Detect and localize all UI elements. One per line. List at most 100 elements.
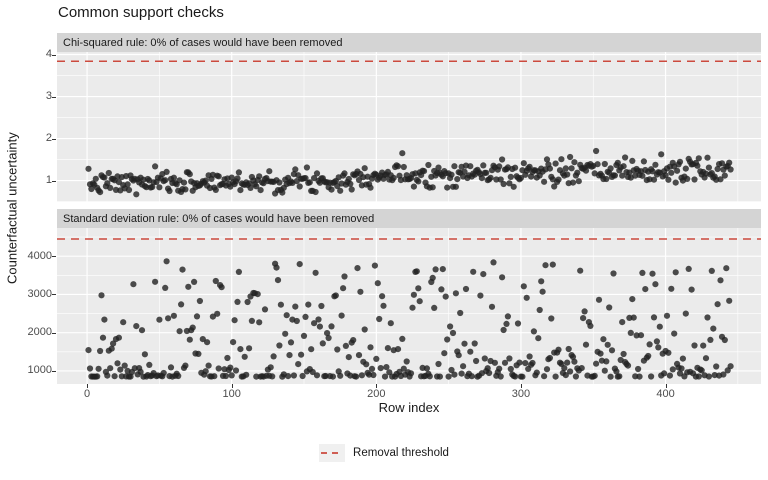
data-point [726,297,733,304]
data-point [345,175,352,183]
data-point [671,330,678,337]
data-point [274,277,282,284]
data-point [702,355,710,362]
data-point [85,165,92,172]
data-point [276,342,283,349]
data-point [269,373,276,380]
data-point [698,367,705,374]
data-point [500,326,507,334]
data-point [131,365,138,372]
data-point [420,168,428,175]
data-point [120,319,127,326]
data-point [594,161,601,168]
data-point [313,372,321,379]
data-point [410,291,417,298]
data-point [357,288,364,295]
data-point [270,353,277,360]
data-point [645,352,652,360]
data-point [283,312,290,319]
data-point [222,372,229,380]
data-point [622,154,629,161]
data-point [567,153,574,161]
data-point [114,360,121,367]
data-point [248,317,255,324]
data-point [426,373,433,380]
data-point [648,373,655,380]
data-point [117,366,124,373]
data-point [705,164,713,171]
data-point [477,292,484,299]
data-point [587,322,594,329]
data-point [449,329,457,337]
data-point [607,165,614,172]
data-point [480,271,487,278]
data-point [555,176,562,183]
data-point [704,314,711,321]
y-tick-label: 4000 [27,249,52,262]
data-point [341,273,348,280]
data-point [483,169,490,176]
data-point [541,373,548,380]
data-point [121,362,128,369]
data-point [564,359,571,366]
data-point [601,160,608,168]
data-point [533,369,540,376]
data-point [92,175,99,182]
data-point [290,372,297,379]
data-point [403,358,410,365]
data-point [432,266,439,273]
data-point [444,184,451,191]
facet-strip-label: Chi-squared rule: 0% of cases would have… [63,36,343,49]
data-point [468,373,475,380]
data-point [191,278,198,285]
data-point [373,355,380,362]
data-point [182,186,189,193]
data-point [441,350,448,357]
data-point [606,304,613,311]
data-point [186,336,193,343]
data-point [415,178,422,185]
data-point [156,184,163,191]
data-point [247,184,254,191]
data-point [619,319,626,326]
data-point [379,293,386,300]
data-point [593,360,600,367]
data-point [607,373,614,380]
data-point [630,314,637,321]
data-point [603,358,610,365]
data-point [503,320,510,327]
data-point [665,349,672,356]
data-point [727,166,734,173]
data-point [467,163,474,170]
data-point [107,365,114,372]
data-point [572,373,580,380]
data-point [688,286,695,293]
data-point [228,174,235,181]
data-point [125,186,133,194]
data-point [105,169,112,177]
data-point [138,327,146,334]
data-point [454,176,461,183]
data-point [642,286,649,293]
data-point [205,362,212,369]
data-point [202,368,209,375]
data-point [232,367,240,374]
data-point [663,312,671,319]
data-point [721,336,728,344]
data-point [649,168,656,175]
data-point [267,364,274,371]
data-point [650,176,658,183]
data-point [180,179,188,186]
data-point [565,345,572,353]
data-point [342,342,349,349]
data-point [98,292,105,299]
data-point [237,346,244,353]
data-point [640,158,648,165]
data-point [473,357,480,365]
data-point [166,187,173,195]
x-tick-label: 100 [222,388,241,400]
data-point [674,167,681,174]
data-point [461,340,468,347]
data-point [604,341,611,348]
